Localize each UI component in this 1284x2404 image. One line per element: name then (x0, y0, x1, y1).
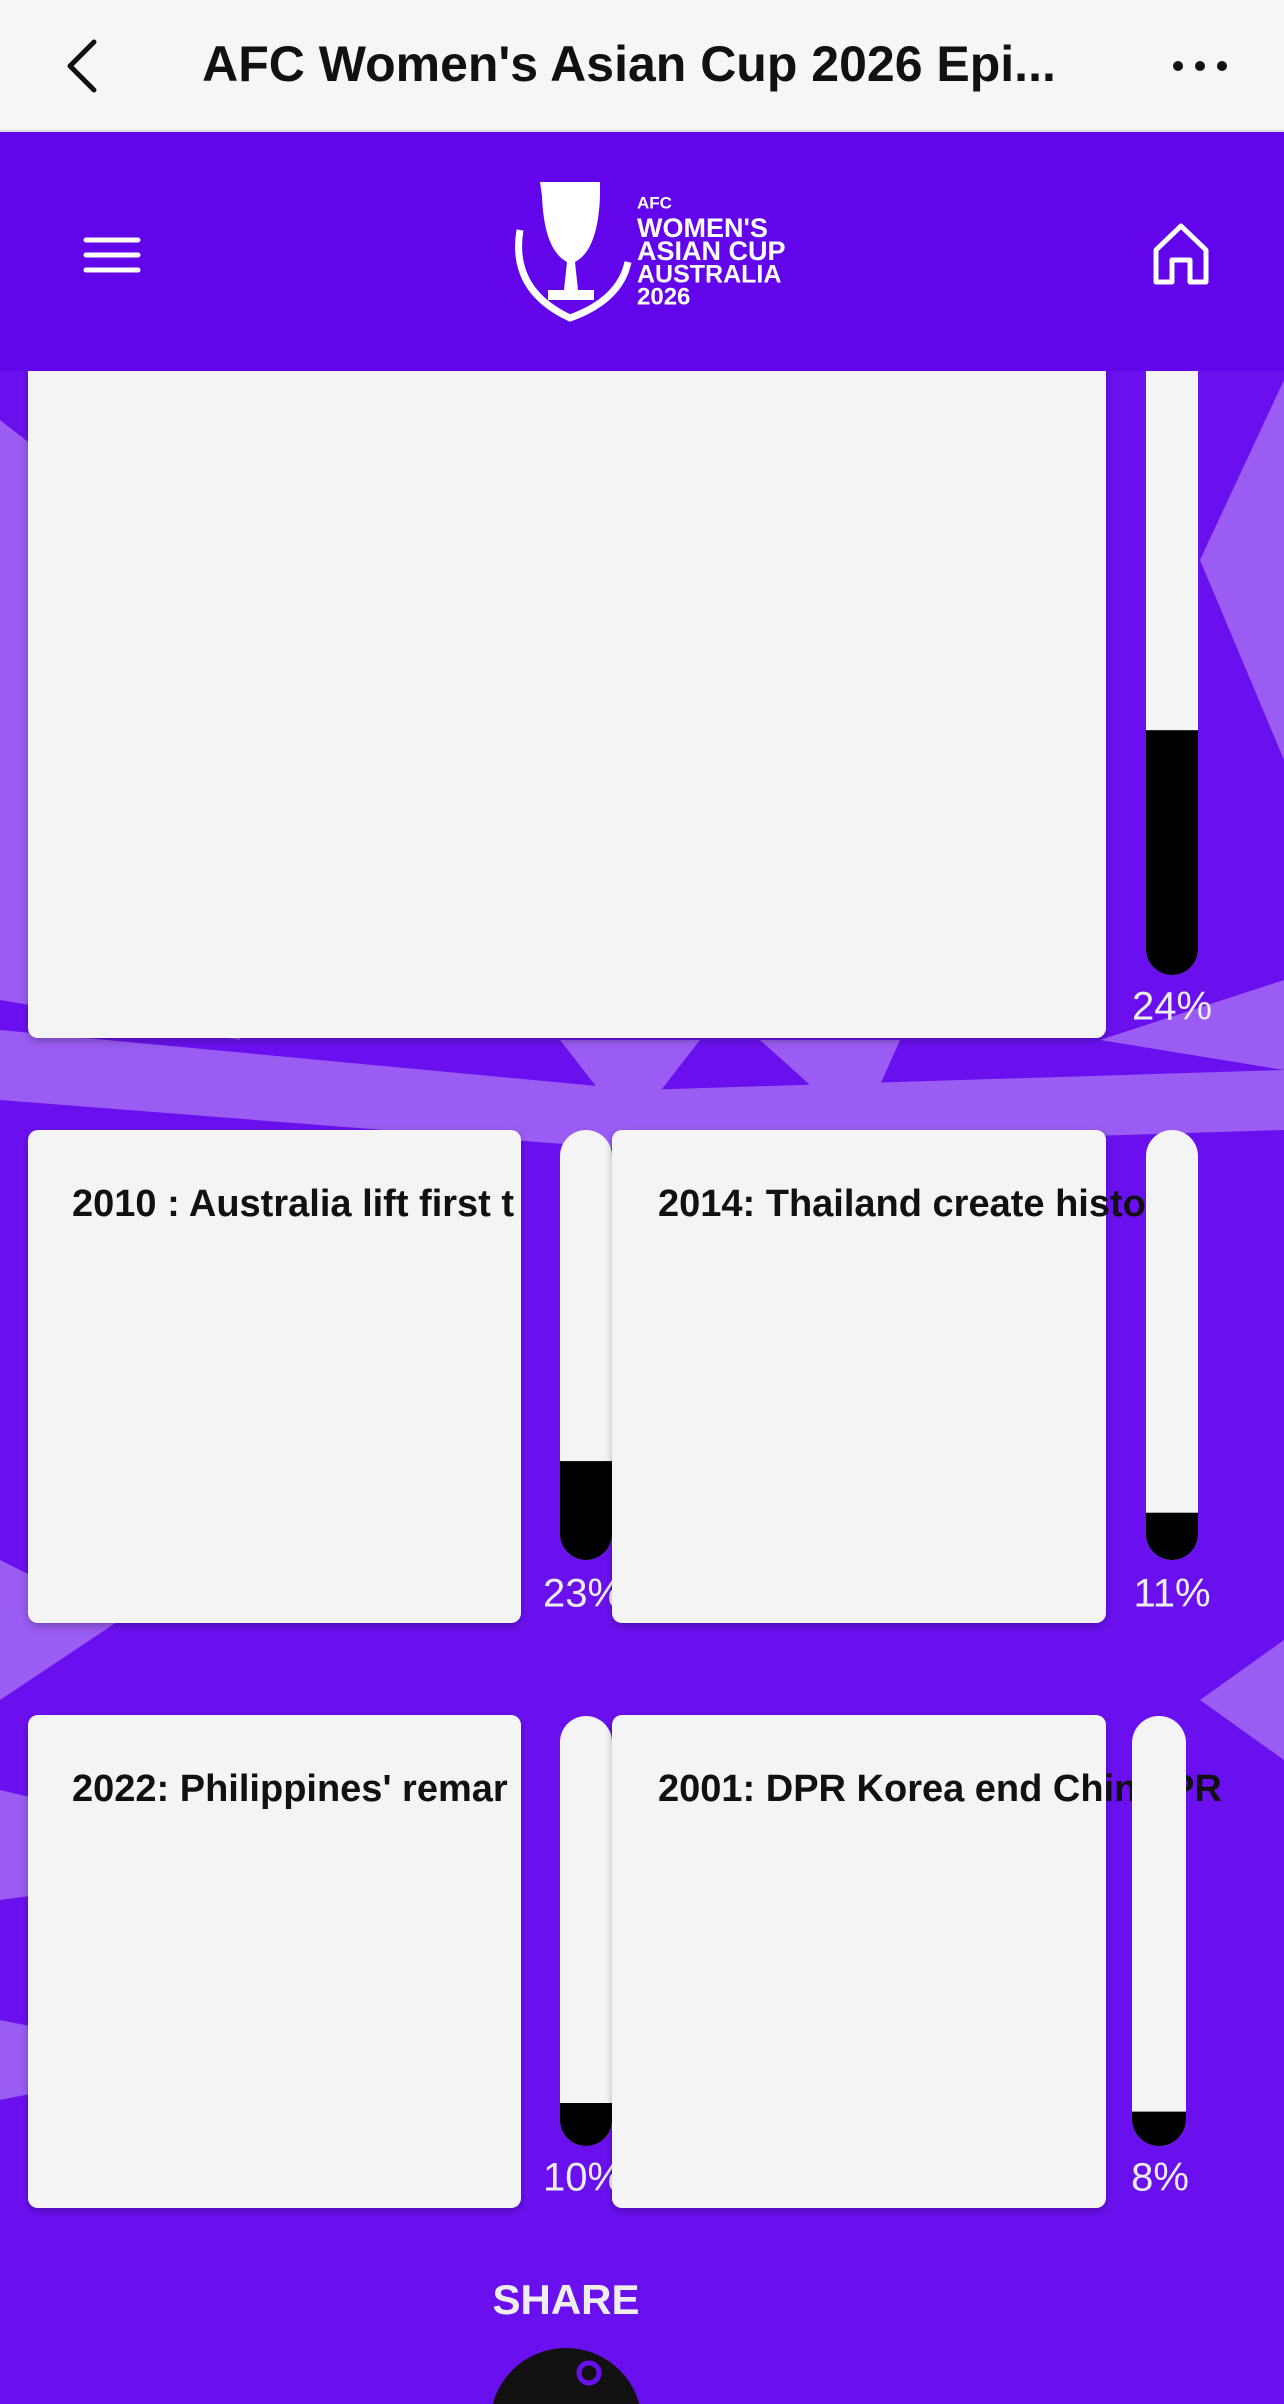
logo-text: ASIAN CUP (637, 236, 786, 266)
result-fill (1146, 730, 1198, 975)
logo: AFC WOMEN'S ASIAN CUP AUSTRALIA 2026 (515, 182, 786, 322)
result-percent: 8% (1131, 2156, 1189, 2200)
result-percent: 10% (543, 2156, 623, 2200)
option-card[interactable] (612, 1130, 1106, 1623)
logo-text: WOMEN'S (637, 213, 768, 243)
result-track (560, 1716, 612, 2146)
option-card[interactable] (28, 1130, 521, 1623)
result-percent: 24% (1132, 985, 1212, 1029)
result-fill (560, 2103, 612, 2146)
home-button[interactable] (1153, 223, 1209, 285)
more-button[interactable] (1173, 61, 1227, 71)
result-track (1132, 1716, 1186, 2146)
option-title: 2001: DPR Korea end China PR (658, 1768, 1222, 1810)
option-card[interactable] (28, 1715, 521, 2208)
option-title: 2014: Thailand create history (658, 1183, 1182, 1225)
poll: 24% 2010 : Australia lift first t 23% 2014:… (28, 0, 1222, 2208)
result-percent: 23% (543, 1572, 623, 1616)
share-button[interactable] (490, 2348, 642, 2404)
option-card[interactable] (612, 1715, 1106, 2208)
back-button[interactable] (67, 39, 97, 93)
option-title: 2010 : Australia lift first t (72, 1183, 514, 1225)
result-fill (560, 1461, 612, 1560)
logo-text: 2026 (637, 283, 690, 310)
result-track (560, 1130, 612, 1560)
option-title: 2022: Philippines' remar (72, 1768, 508, 1810)
result-fill (1146, 1512, 1198, 1560)
share-icon (576, 2360, 602, 2386)
logo-text: AFC (637, 193, 672, 212)
nav-title: AFC Women's Asian Cup 2026 Epi... (202, 36, 1056, 92)
nav-bar (0, 0, 1284, 132)
header-bar (0, 132, 1284, 371)
menu-button[interactable] (83, 237, 141, 273)
share-label: SHARE (492, 2276, 639, 2323)
logo-text: AUSTRALIA (637, 261, 781, 289)
result-percent: 11% (1133, 1572, 1210, 1616)
option-card[interactable] (28, 300, 1106, 1038)
result-track (1146, 1130, 1198, 1560)
